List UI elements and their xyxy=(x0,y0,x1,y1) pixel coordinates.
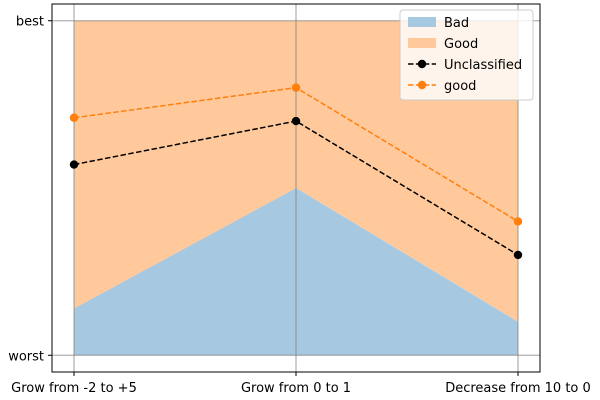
x-tick-label: Decrease from 10 to 0 xyxy=(445,381,591,396)
grid-lines xyxy=(52,4,540,372)
data-point xyxy=(291,116,301,126)
y-tick-label: best xyxy=(16,15,44,30)
x-tick-label: Grow from -2 to +5 xyxy=(11,381,137,396)
legend-label: Bad xyxy=(444,16,469,31)
legend-marker xyxy=(417,80,427,90)
data-point xyxy=(291,83,301,92)
x-tick-label: Grow from 0 to 1 xyxy=(241,381,351,396)
data-point xyxy=(513,250,523,260)
data-point xyxy=(513,217,523,226)
legend-marker xyxy=(417,59,427,69)
y-tick-label: worst xyxy=(8,349,44,364)
axis-ticks: Grow from -2 to +5 Grow from 0 to 1 Decrea… xyxy=(8,15,591,396)
legend-label: good xyxy=(444,79,476,94)
legend-label: Good xyxy=(444,37,478,52)
data-point xyxy=(69,113,79,122)
legend-label: Unclassified xyxy=(444,58,522,73)
legend: Bad Good Unclassified good xyxy=(399,9,534,101)
legend-swatch xyxy=(408,38,436,48)
legend-box xyxy=(399,9,534,101)
series-lines xyxy=(69,83,523,260)
legend-swatch xyxy=(408,17,436,27)
data-point xyxy=(69,160,79,169)
